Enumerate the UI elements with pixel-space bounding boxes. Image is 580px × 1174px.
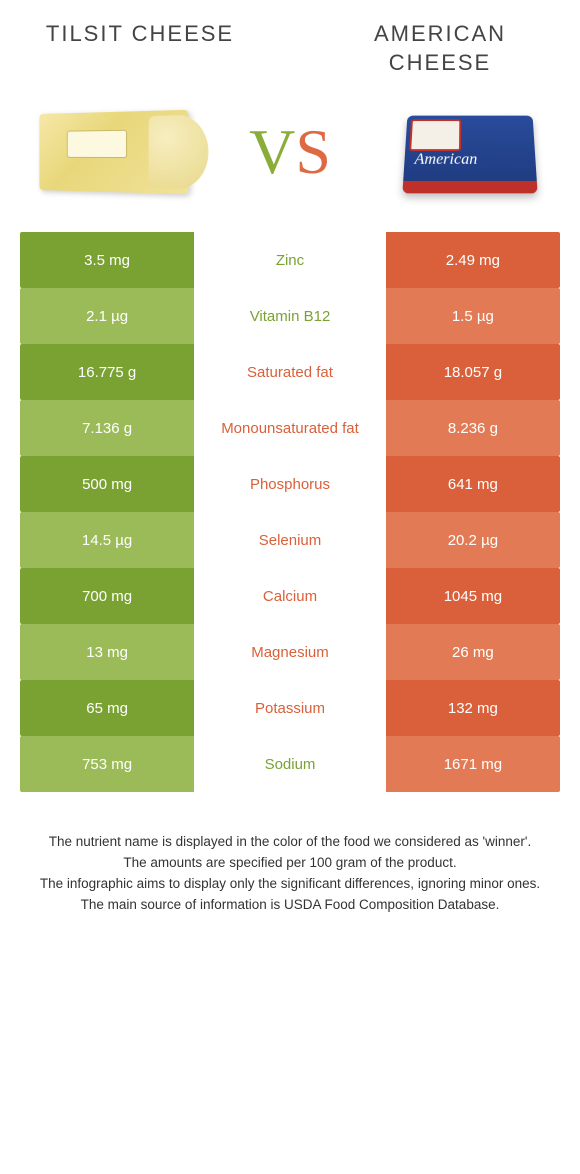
footer-line: The main source of information is USDA F…	[22, 895, 558, 916]
title-right: AMERICAN CHEESE	[340, 20, 540, 77]
nutrient-label: Sodium	[194, 736, 386, 792]
value-left: 16.775 g	[20, 344, 194, 400]
value-right: 1.5 µg	[386, 288, 560, 344]
footer-notes: The nutrient name is displayed in the co…	[0, 792, 580, 916]
value-right: 20.2 µg	[386, 512, 560, 568]
tilsit-cheese-illustration	[39, 110, 188, 194]
value-right: 1045 mg	[386, 568, 560, 624]
value-left: 700 mg	[20, 568, 194, 624]
footer-line: The infographic aims to display only the…	[22, 874, 558, 895]
value-left: 2.1 µg	[20, 288, 194, 344]
table-row: 3.5 mgZinc2.49 mg	[20, 232, 560, 288]
nutrient-label: Phosphorus	[194, 456, 386, 512]
table-row: 700 mgCalcium1045 mg	[20, 568, 560, 624]
header: TILSIT CHEESE AMERICAN CHEESE	[0, 0, 580, 87]
comparison-table: 3.5 mgZinc2.49 mg2.1 µgVitamin B121.5 µg…	[0, 232, 580, 792]
nutrient-label: Calcium	[194, 568, 386, 624]
vs-label: VS	[249, 115, 331, 189]
vs-v: V	[249, 115, 295, 189]
vs-s: S	[295, 115, 331, 189]
nutrient-label: Zinc	[194, 232, 386, 288]
nutrient-label: Saturated fat	[194, 344, 386, 400]
value-left: 753 mg	[20, 736, 194, 792]
footer-line: The nutrient name is displayed in the co…	[22, 832, 558, 853]
product-image-right: American	[390, 97, 550, 207]
value-left: 65 mg	[20, 680, 194, 736]
vs-row: VS American	[0, 87, 580, 232]
nutrient-label: Monounsaturated fat	[194, 400, 386, 456]
value-right: 641 mg	[386, 456, 560, 512]
value-right: 2.49 mg	[386, 232, 560, 288]
table-row: 65 mgPotassium132 mg	[20, 680, 560, 736]
value-left: 500 mg	[20, 456, 194, 512]
footer-line: The amounts are specified per 100 gram o…	[22, 853, 558, 874]
table-row: 753 mgSodium1671 mg	[20, 736, 560, 792]
value-left: 14.5 µg	[20, 512, 194, 568]
title-left: TILSIT CHEESE	[40, 20, 240, 77]
table-row: 16.775 gSaturated fat18.057 g	[20, 344, 560, 400]
product-image-left	[30, 97, 190, 207]
nutrient-label: Vitamin B12	[194, 288, 386, 344]
value-left: 3.5 mg	[20, 232, 194, 288]
value-right: 26 mg	[386, 624, 560, 680]
nutrient-label: Selenium	[194, 512, 386, 568]
table-row: 500 mgPhosphorus641 mg	[20, 456, 560, 512]
nutrient-label: Magnesium	[194, 624, 386, 680]
nutrient-label: Potassium	[194, 680, 386, 736]
value-right: 8.236 g	[386, 400, 560, 456]
value-right: 1671 mg	[386, 736, 560, 792]
table-row: 2.1 µgVitamin B121.5 µg	[20, 288, 560, 344]
american-cheese-illustration: American	[395, 105, 545, 200]
table-row: 7.136 gMonounsaturated fat8.236 g	[20, 400, 560, 456]
value-right: 18.057 g	[386, 344, 560, 400]
table-row: 14.5 µgSelenium20.2 µg	[20, 512, 560, 568]
value-left: 13 mg	[20, 624, 194, 680]
value-right: 132 mg	[386, 680, 560, 736]
value-left: 7.136 g	[20, 400, 194, 456]
table-row: 13 mgMagnesium26 mg	[20, 624, 560, 680]
